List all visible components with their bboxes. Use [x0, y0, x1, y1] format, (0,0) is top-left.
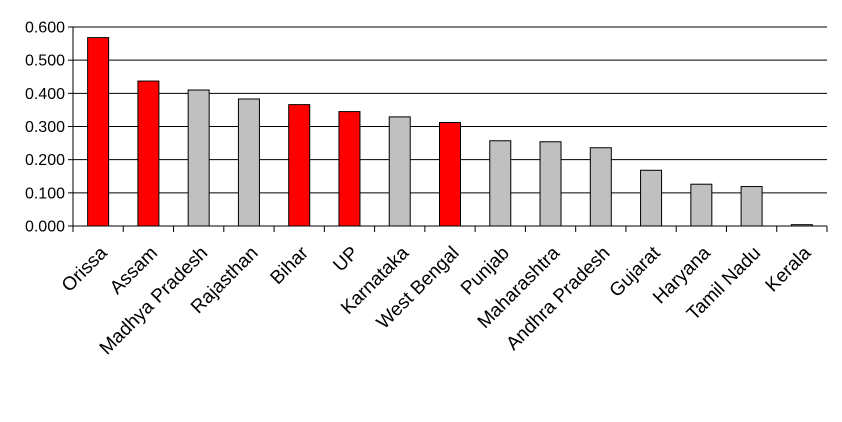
- bar-up: [338, 111, 361, 227]
- bar-haryana: [690, 183, 713, 227]
- bar-punjab: [489, 140, 512, 227]
- y-tick-label: 0.600: [25, 20, 65, 37]
- bar-assam: [137, 80, 160, 227]
- x-tick-label: Kerala: [762, 242, 816, 296]
- x-tick-label: Orissa: [58, 242, 112, 296]
- y-tick-labels: 0.000 0.100 0.200 0.300 0.400 0.500 0.600: [25, 20, 65, 236]
- bar-tamil-nadu: [740, 186, 763, 227]
- bar-madhya-pradesh: [187, 89, 210, 227]
- bars: [87, 37, 813, 227]
- bar-karnataka: [388, 116, 411, 227]
- y-tick-label: 0.000: [25, 219, 65, 236]
- y-tick-label: 0.500: [25, 53, 65, 70]
- bar-maharashtra: [539, 141, 562, 227]
- bar-rajasthan: [237, 98, 260, 227]
- bar-gujarat: [640, 169, 663, 227]
- bar-andhra-pradesh: [589, 147, 612, 227]
- x-tick-label: UP: [329, 243, 363, 277]
- axes: [68, 26, 828, 232]
- x-tick-label: Bihar: [267, 242, 314, 289]
- y-tick-label: 0.100: [25, 185, 65, 202]
- y-tick-label: 0.300: [25, 119, 65, 136]
- bar-orissa: [87, 37, 110, 227]
- y-tick-label: 0.400: [25, 86, 65, 103]
- bar-west-bengal: [439, 122, 461, 227]
- y-tick-label: 0.200: [25, 152, 65, 169]
- bar-bihar: [288, 104, 311, 227]
